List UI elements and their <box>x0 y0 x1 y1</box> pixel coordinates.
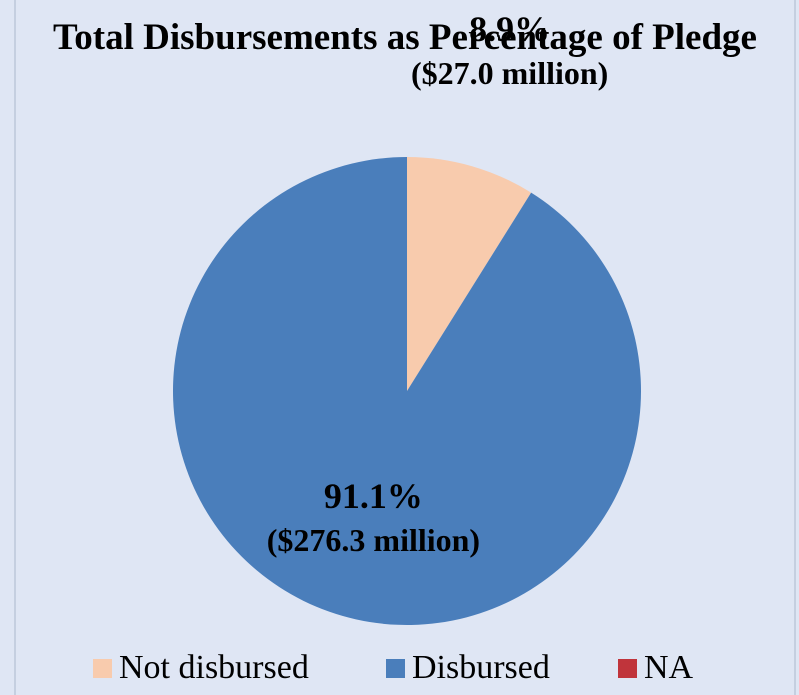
legend-item-na: NA <box>618 648 693 688</box>
pie-slice-disbursed <box>173 157 642 626</box>
legend-item-disbursed: Disbursed <box>386 648 550 688</box>
legend-label-disbursed: Disbursed <box>412 649 550 686</box>
legend-item-not-disbursed: Not disbursed <box>93 648 309 688</box>
legend-label-na: NA <box>644 649 694 686</box>
legend-swatch-disbursed <box>386 658 405 678</box>
chart-title: Total Disbursements as Percentage of Ple… <box>53 17 757 58</box>
legend-swatch-not-disbursed <box>93 658 112 678</box>
pie-data-labels: 8.9% ($27.0 million) 91.1% ($276.3 million) <box>267 9 609 558</box>
pie-slice-not-disbursed <box>407 157 532 391</box>
legend-swatch-na <box>618 658 637 678</box>
legend-label-not-disbursed: Not disbursed <box>119 649 309 686</box>
pie-slices <box>173 157 642 626</box>
chart-legend: Not disbursed Disbursed NA <box>0 648 799 688</box>
data-label-amount-disbursed: ($276.3 million) <box>267 522 480 558</box>
data-label-percent-disbursed: 91.1% <box>324 476 423 516</box>
data-label-percent-not-disbursed: 8.9% <box>469 9 550 49</box>
data-label-amount-not-disbursed: ($27.0 million) <box>411 55 608 91</box>
